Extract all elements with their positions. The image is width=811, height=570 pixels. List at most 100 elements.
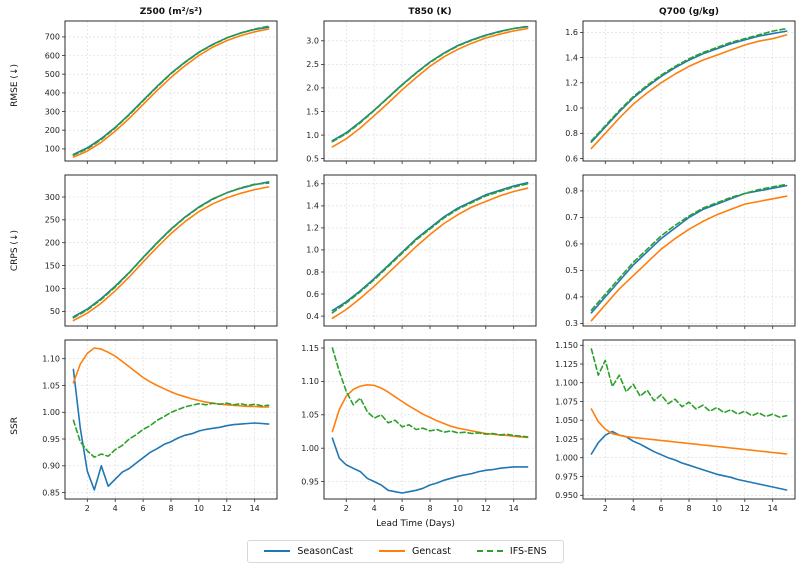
svg-text:4: 4 bbox=[113, 504, 118, 513]
row-label-rmse: RMSE (↓) bbox=[5, 4, 25, 167]
svg-text:400: 400 bbox=[45, 89, 60, 98]
legend: SeasonCast Gencast IFS-ENS bbox=[247, 539, 564, 563]
svg-text:0.8: 0.8 bbox=[565, 187, 578, 196]
svg-text:1.4: 1.4 bbox=[565, 53, 578, 62]
svg-text:10: 10 bbox=[194, 504, 204, 513]
svg-text:8: 8 bbox=[686, 504, 691, 513]
svg-text:150: 150 bbox=[45, 261, 60, 270]
svg-text:Q700 (g/kg): Q700 (g/kg) bbox=[659, 7, 719, 17]
svg-text:1.0: 1.0 bbox=[565, 104, 578, 113]
svg-text:100: 100 bbox=[45, 284, 60, 293]
svg-text:1.15: 1.15 bbox=[301, 344, 319, 353]
row-label-rmse-text: RMSE (↓) bbox=[10, 64, 20, 107]
svg-text:10: 10 bbox=[453, 504, 463, 513]
svg-text:0.85: 0.85 bbox=[42, 488, 60, 497]
svg-text:T850 (K): T850 (K) bbox=[408, 7, 451, 17]
svg-text:1.10: 1.10 bbox=[301, 377, 319, 386]
svg-text:1.00: 1.00 bbox=[42, 408, 60, 417]
svg-text:1.4: 1.4 bbox=[306, 202, 319, 211]
row-label-ssr-text: SSR bbox=[10, 417, 20, 435]
svg-text:1.150: 1.150 bbox=[555, 341, 578, 350]
svg-text:200: 200 bbox=[45, 126, 60, 135]
svg-text:0.3: 0.3 bbox=[565, 319, 578, 328]
svg-text:4: 4 bbox=[631, 504, 636, 513]
svg-text:500: 500 bbox=[45, 70, 60, 79]
svg-text:1.6: 1.6 bbox=[565, 28, 578, 37]
svg-text:0.7: 0.7 bbox=[565, 213, 578, 222]
svg-text:2: 2 bbox=[344, 504, 349, 513]
svg-text:1.075: 1.075 bbox=[555, 397, 578, 406]
svg-text:0.95: 0.95 bbox=[301, 477, 319, 486]
svg-text:6: 6 bbox=[400, 504, 405, 513]
svg-text:10: 10 bbox=[712, 504, 722, 513]
svg-text:2.0: 2.0 bbox=[306, 84, 319, 93]
svg-text:6: 6 bbox=[141, 504, 146, 513]
x-axis-label: Lead Time (Days) bbox=[376, 519, 455, 529]
svg-text:600: 600 bbox=[45, 51, 60, 60]
gencast-line-sample-icon bbox=[378, 550, 405, 552]
svg-text:0.5: 0.5 bbox=[565, 266, 578, 275]
svg-text:0.95: 0.95 bbox=[42, 435, 60, 444]
svg-text:1.050: 1.050 bbox=[555, 416, 578, 425]
legend-item-ifs-ens: IFS-ENS bbox=[476, 545, 547, 557]
svg-text:1.05: 1.05 bbox=[42, 381, 60, 390]
panel-rmse-z500: 100 200 300 400 500 600 700 Z500 (m²/s²) bbox=[28, 4, 284, 167]
panel-rmse-t850: 0.5 1.0 1.5 2.0 2.5 3.0 T850 (K) bbox=[287, 4, 543, 167]
svg-text:1.2: 1.2 bbox=[565, 79, 578, 88]
svg-text:1.00: 1.00 bbox=[301, 444, 319, 453]
svg-text:2.5: 2.5 bbox=[306, 60, 319, 69]
svg-text:0.950: 0.950 bbox=[555, 491, 578, 500]
legend-label-ifs-ens: IFS-ENS bbox=[509, 545, 547, 557]
chart-grid: RMSE (↓) 100 200 300 400 500 600 700 Z500 (m²/s… bbox=[5, 4, 806, 518]
legend-label-seasoncast: SeasonCast bbox=[297, 545, 353, 557]
svg-text:200: 200 bbox=[45, 239, 60, 248]
panel-ssr-z500: 0.85 0.90 0.95 1.00 1.05 1.10 2 4 6 8 10 12 14 bbox=[28, 334, 284, 518]
svg-text:14: 14 bbox=[509, 504, 519, 513]
svg-text:12: 12 bbox=[481, 504, 491, 513]
svg-text:1.5: 1.5 bbox=[306, 107, 319, 116]
svg-text:50: 50 bbox=[50, 307, 60, 316]
svg-text:3.0: 3.0 bbox=[306, 37, 319, 46]
svg-text:1.10: 1.10 bbox=[42, 355, 60, 364]
svg-text:6: 6 bbox=[659, 504, 664, 513]
svg-text:1.05: 1.05 bbox=[301, 411, 319, 420]
svg-text:0.8: 0.8 bbox=[565, 129, 578, 138]
svg-text:1.0: 1.0 bbox=[306, 131, 319, 140]
legend-item-gencast: Gencast bbox=[378, 546, 451, 557]
svg-text:0.4: 0.4 bbox=[306, 312, 319, 321]
panel-crps-q700: 0.3 0.4 0.5 0.6 0.7 0.8 bbox=[546, 169, 802, 332]
svg-text:0.90: 0.90 bbox=[42, 462, 60, 471]
svg-text:100: 100 bbox=[45, 145, 60, 154]
panel-rmse-q700: 0.6 0.8 1.0 1.2 1.4 1.6 Q700 (g/kg) bbox=[546, 4, 802, 167]
svg-text:300: 300 bbox=[45, 193, 60, 202]
svg-text:0.4: 0.4 bbox=[565, 293, 578, 302]
svg-text:1.2: 1.2 bbox=[306, 224, 319, 233]
svg-text:8: 8 bbox=[168, 504, 173, 513]
svg-text:0.975: 0.975 bbox=[555, 472, 578, 481]
svg-text:1.100: 1.100 bbox=[555, 379, 578, 388]
svg-text:300: 300 bbox=[45, 107, 60, 116]
svg-text:1.125: 1.125 bbox=[555, 360, 578, 369]
seasoncast-line-sample-icon bbox=[264, 550, 291, 552]
svg-text:2: 2 bbox=[85, 504, 90, 513]
svg-text:Z500 (m²/s²): Z500 (m²/s²) bbox=[140, 7, 203, 17]
svg-text:1.6: 1.6 bbox=[306, 180, 319, 189]
svg-text:0.6: 0.6 bbox=[565, 240, 578, 249]
legend-item-seasoncast: SeasonCast bbox=[264, 546, 353, 557]
svg-text:8: 8 bbox=[427, 504, 432, 513]
svg-text:12: 12 bbox=[222, 504, 232, 513]
panel-ssr-t850: 0.95 1.00 1.05 1.10 1.15 2 4 6 8 10 12 14 bbox=[287, 334, 543, 518]
svg-text:14: 14 bbox=[250, 504, 260, 513]
svg-text:700: 700 bbox=[45, 33, 60, 42]
svg-text:0.8: 0.8 bbox=[306, 268, 319, 277]
panel-ssr-q700: 0.950 0.975 1.000 1.025 1.050 1.075 1.100 1.125… bbox=[546, 334, 802, 518]
svg-text:2: 2 bbox=[603, 504, 608, 513]
svg-text:1.000: 1.000 bbox=[555, 454, 578, 463]
svg-text:0.6: 0.6 bbox=[306, 290, 319, 299]
svg-text:4: 4 bbox=[372, 504, 377, 513]
legend-wrap: SeasonCast Gencast IFS-ENS bbox=[5, 537, 806, 563]
panel-crps-z500: 50 100 150 200 250 300 bbox=[28, 169, 284, 332]
svg-text:12: 12 bbox=[740, 504, 750, 513]
panel-crps-t850: 0.4 0.6 0.8 1.0 1.2 1.4 1.6 bbox=[287, 169, 543, 332]
svg-text:1.025: 1.025 bbox=[555, 435, 578, 444]
